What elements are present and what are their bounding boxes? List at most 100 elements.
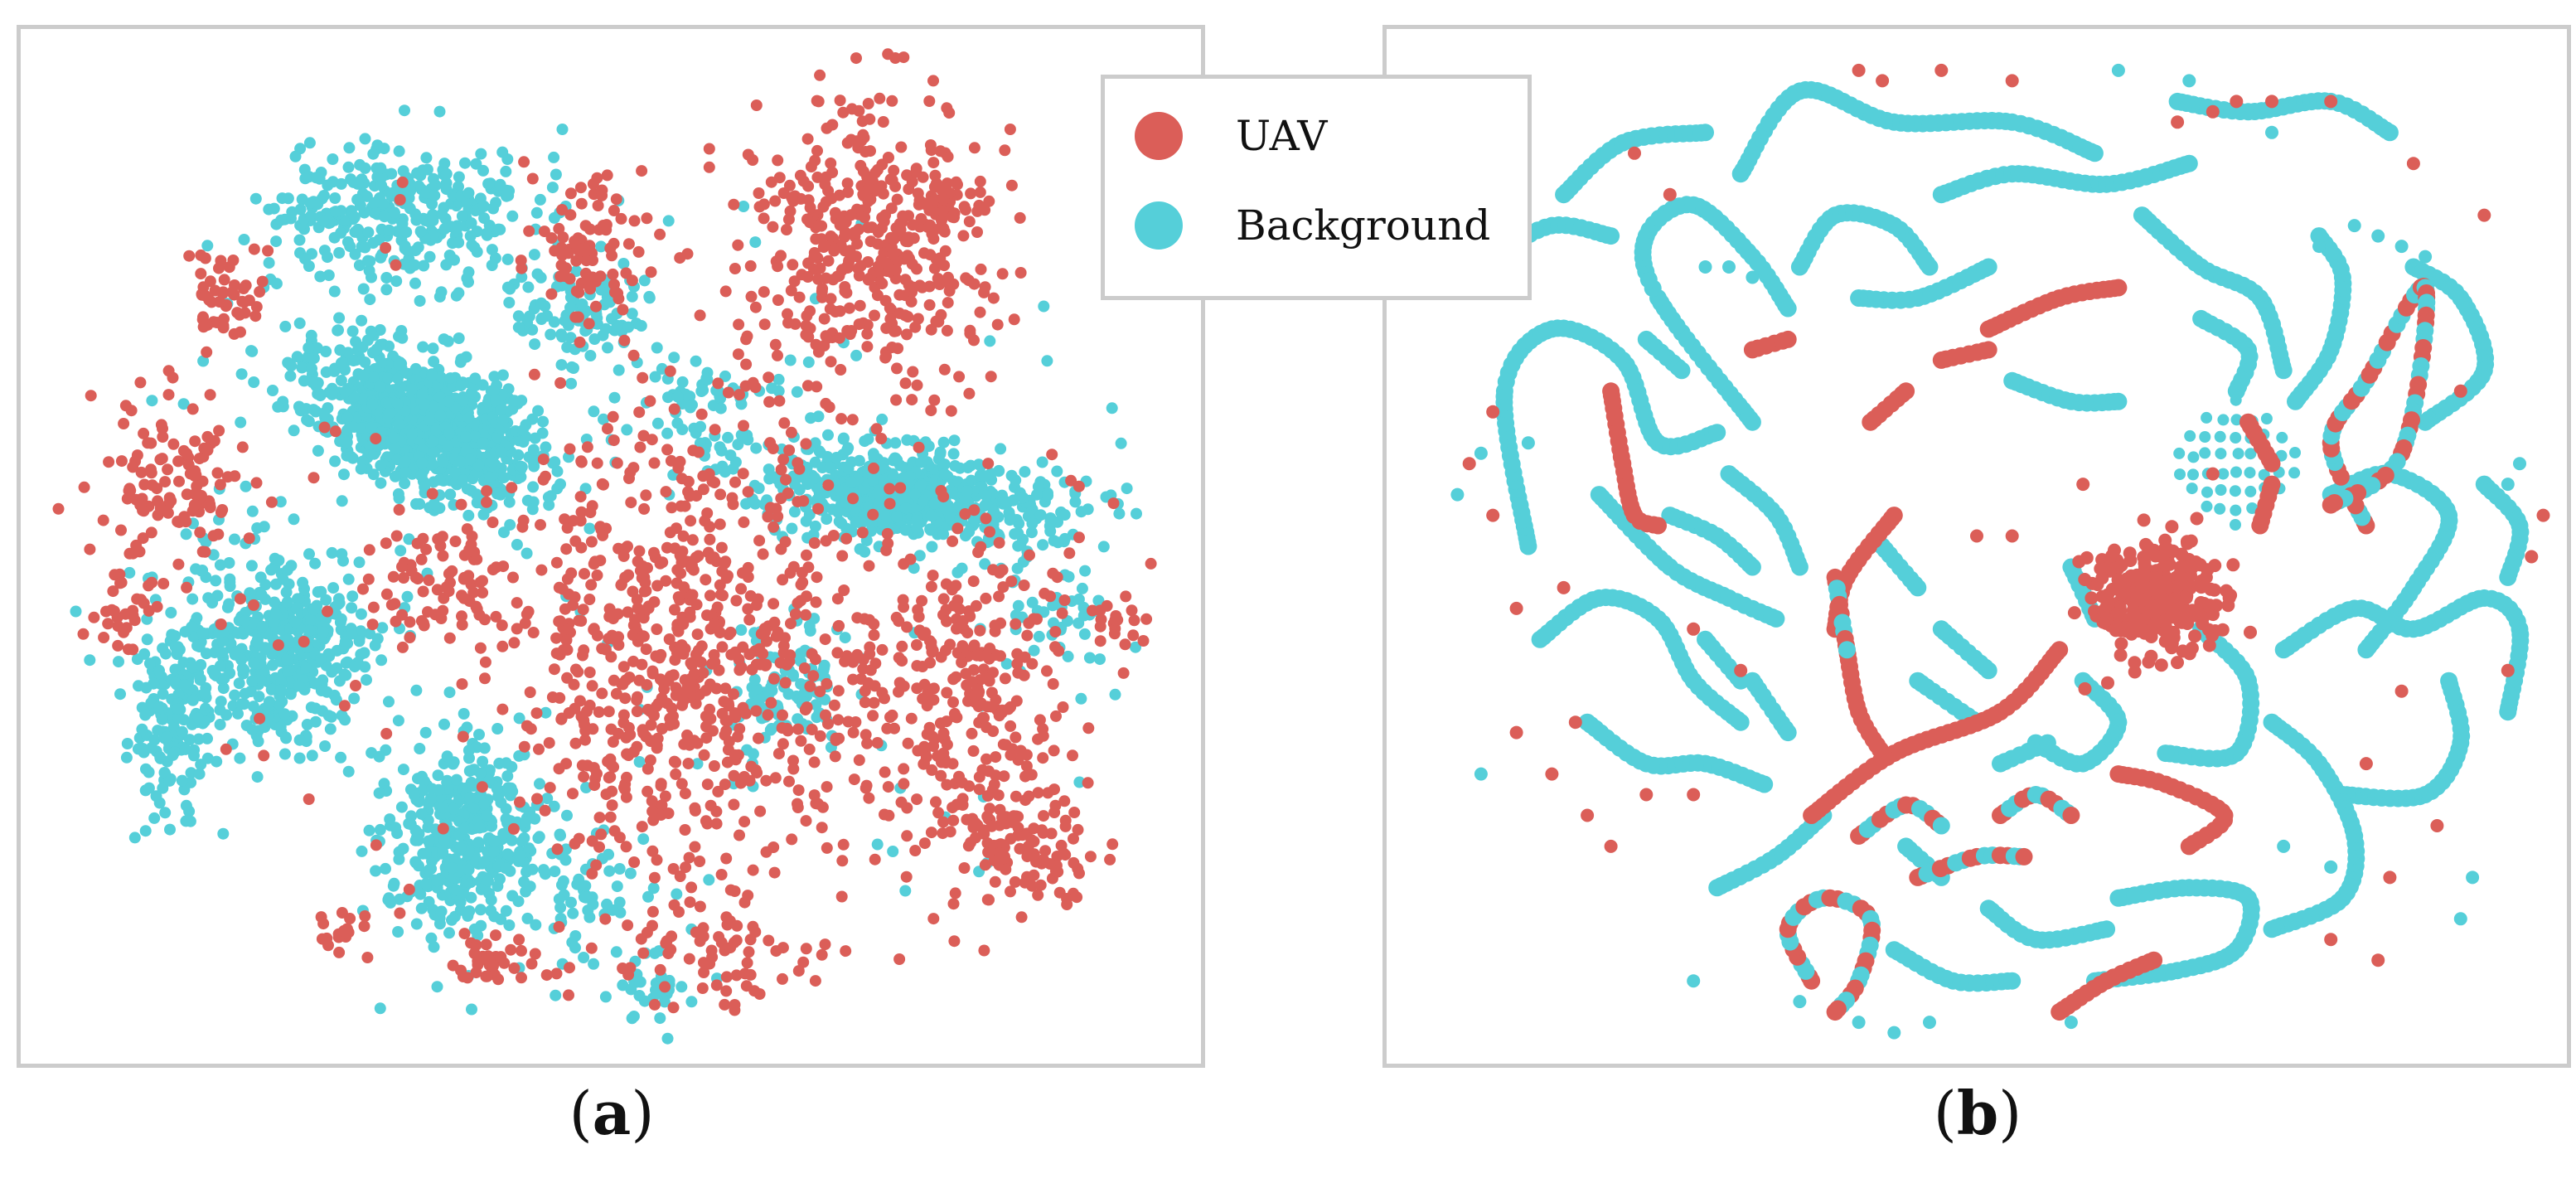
uav-point — [1014, 267, 1027, 279]
uav-point — [838, 584, 850, 596]
background-point — [516, 461, 528, 473]
background-point — [763, 463, 775, 476]
uav-point — [599, 913, 612, 925]
uav-point — [816, 822, 828, 834]
background-point — [152, 725, 164, 737]
uav-point — [901, 328, 913, 341]
background-point — [802, 356, 815, 368]
background-point — [821, 513, 833, 525]
background-point — [749, 236, 762, 249]
uav-point — [835, 413, 848, 425]
uav-point — [997, 739, 1010, 750]
uav-point — [710, 817, 723, 830]
background-point — [1109, 688, 1121, 701]
uav-point — [905, 712, 918, 725]
background-point — [535, 297, 548, 309]
uav-point — [678, 581, 690, 594]
uav-point — [763, 371, 775, 384]
background-point — [474, 904, 487, 916]
uav-point — [891, 193, 903, 206]
background-point — [443, 427, 456, 439]
uav-point — [208, 434, 220, 447]
uav-point — [689, 841, 701, 853]
background-point — [307, 404, 320, 416]
background-point — [416, 388, 429, 400]
uav-point — [923, 95, 936, 107]
uav-point — [917, 629, 929, 642]
background-point — [399, 455, 411, 468]
background-point — [415, 469, 428, 482]
uav-point — [620, 841, 632, 853]
background-point — [417, 341, 429, 353]
uav-point — [181, 581, 193, 594]
background-point — [385, 896, 397, 909]
uav-point — [854, 299, 866, 312]
uav-point — [672, 462, 685, 474]
uav-point — [863, 792, 875, 804]
background-point — [128, 832, 141, 844]
background-point — [400, 226, 413, 238]
uav-point — [1005, 720, 1017, 732]
uav-point — [706, 657, 718, 670]
background-point — [578, 952, 590, 963]
uav-point — [1005, 179, 1018, 192]
background-point — [196, 627, 209, 639]
uav-point — [821, 841, 833, 854]
background-point — [139, 825, 152, 837]
background-point — [163, 774, 176, 787]
background-point — [462, 187, 475, 199]
uav-point — [1058, 795, 1071, 807]
background-point — [440, 167, 453, 180]
background-point — [399, 104, 410, 117]
background-point — [419, 775, 431, 788]
uav-point — [709, 477, 721, 489]
uav-point — [666, 702, 678, 715]
background-point — [537, 864, 550, 876]
background-point — [348, 692, 361, 705]
uav-point — [633, 545, 646, 557]
uav-point — [871, 737, 884, 749]
uav-point — [604, 811, 617, 823]
uav-point — [767, 521, 780, 533]
background-point — [302, 351, 314, 363]
uav-point — [1055, 839, 1068, 851]
uav-point — [898, 51, 910, 64]
background-point — [1034, 509, 1047, 521]
background-point — [393, 853, 405, 866]
uav-point — [927, 75, 939, 87]
uav-point — [173, 475, 185, 487]
background-point — [370, 865, 382, 877]
background-point — [159, 807, 172, 819]
background-point — [197, 355, 210, 367]
background-point — [345, 451, 357, 463]
uav-point — [628, 856, 641, 868]
background-point — [661, 1032, 674, 1045]
background-point — [169, 630, 182, 642]
uav-point — [896, 640, 908, 652]
uav-point — [734, 723, 746, 735]
background-point — [393, 419, 405, 430]
background-point — [391, 398, 404, 410]
uav-point — [659, 790, 671, 803]
background-point — [383, 397, 395, 410]
uav-point — [900, 870, 913, 883]
uav-point — [795, 594, 807, 607]
background-point — [217, 827, 230, 840]
background-point — [390, 275, 403, 288]
background-point — [301, 414, 313, 426]
uav-point — [1012, 667, 1024, 679]
background-point — [1121, 482, 1133, 495]
background-point — [583, 911, 596, 924]
uav-point — [618, 334, 631, 347]
background-point — [1025, 526, 1038, 539]
uav-point — [157, 431, 169, 443]
uav-point — [544, 782, 556, 794]
uav-point — [867, 508, 879, 521]
background-point — [879, 508, 890, 521]
background-point — [405, 383, 418, 395]
uav-point — [593, 812, 606, 824]
background-point — [722, 431, 734, 444]
background-point — [396, 332, 409, 344]
uav-point — [971, 226, 983, 238]
uav-point — [938, 259, 951, 272]
